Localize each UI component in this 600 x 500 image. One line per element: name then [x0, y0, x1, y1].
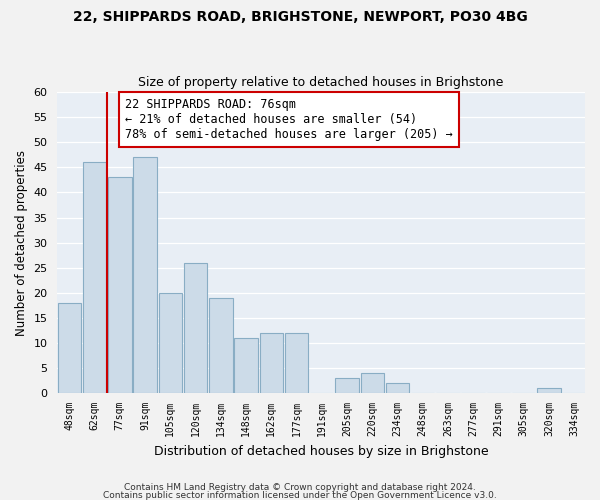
- Text: Contains public sector information licensed under the Open Government Licence v3: Contains public sector information licen…: [103, 490, 497, 500]
- Bar: [209, 298, 233, 394]
- Bar: [184, 262, 207, 394]
- Bar: [58, 303, 81, 394]
- Bar: [83, 162, 106, 394]
- Bar: [361, 373, 384, 394]
- Bar: [260, 333, 283, 394]
- Bar: [158, 293, 182, 394]
- Bar: [108, 178, 131, 394]
- Bar: [537, 388, 560, 394]
- Y-axis label: Number of detached properties: Number of detached properties: [15, 150, 28, 336]
- Bar: [235, 338, 258, 394]
- Bar: [285, 333, 308, 394]
- X-axis label: Distribution of detached houses by size in Brighstone: Distribution of detached houses by size …: [154, 444, 488, 458]
- Bar: [335, 378, 359, 394]
- Text: 22 SHIPPARDS ROAD: 76sqm
← 21% of detached houses are smaller (54)
78% of semi-d: 22 SHIPPARDS ROAD: 76sqm ← 21% of detach…: [125, 98, 453, 141]
- Text: Contains HM Land Registry data © Crown copyright and database right 2024.: Contains HM Land Registry data © Crown c…: [124, 484, 476, 492]
- Bar: [386, 383, 409, 394]
- Bar: [133, 158, 157, 394]
- Title: Size of property relative to detached houses in Brighstone: Size of property relative to detached ho…: [138, 76, 503, 90]
- Text: 22, SHIPPARDS ROAD, BRIGHSTONE, NEWPORT, PO30 4BG: 22, SHIPPARDS ROAD, BRIGHSTONE, NEWPORT,…: [73, 10, 527, 24]
